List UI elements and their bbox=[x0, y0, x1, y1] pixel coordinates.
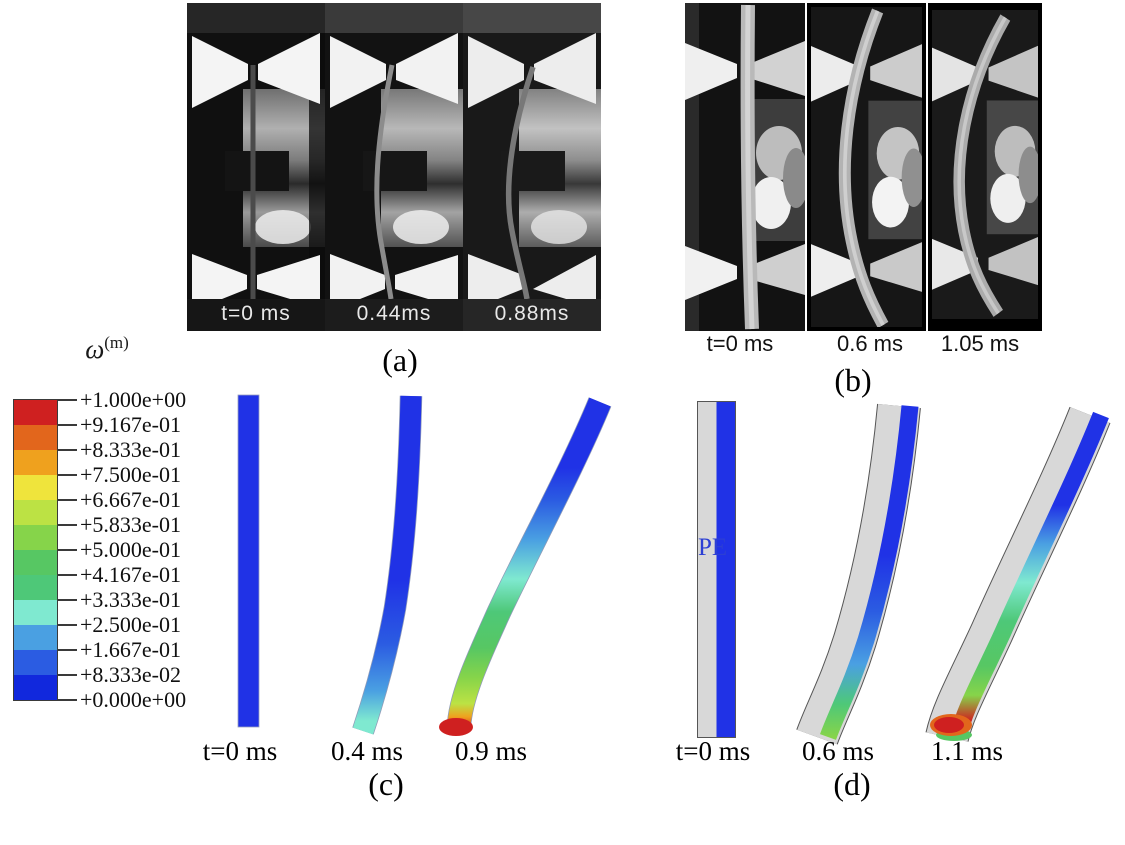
time-label: 0.9 ms bbox=[454, 736, 527, 766]
pe-material-label: PE bbox=[698, 534, 728, 561]
caption-b: (b) bbox=[834, 362, 872, 398]
legend-tick-mark bbox=[57, 574, 77, 576]
legend-tick-mark bbox=[57, 674, 77, 676]
legend-color-band bbox=[14, 475, 57, 500]
time-label: 1.05 ms bbox=[940, 331, 1020, 356]
legend-tick-mark bbox=[57, 474, 77, 476]
grip-bottom bbox=[192, 254, 247, 311]
caption-a: (a) bbox=[382, 342, 418, 378]
damage-zone bbox=[439, 718, 473, 736]
time-label: 1.1 ms bbox=[930, 736, 1003, 766]
legend-color-band bbox=[14, 550, 57, 575]
grip-top bbox=[685, 43, 737, 100]
legend-tick-mark bbox=[57, 599, 77, 601]
legend-color-band bbox=[14, 575, 57, 600]
highspeed-photo bbox=[325, 3, 463, 331]
time-label: t=0 ms bbox=[675, 736, 751, 766]
panel-a-frame-1: t=0 ms bbox=[187, 3, 325, 331]
panel-d-simulation bbox=[697, 401, 1111, 745]
highspeed-photo bbox=[811, 7, 922, 327]
highspeed-photo bbox=[463, 3, 601, 331]
damage-zone bbox=[934, 717, 964, 733]
highspeed-photo bbox=[932, 10, 1038, 319]
specimen bbox=[505, 66, 536, 300]
time-label: t=0 ms bbox=[706, 331, 774, 356]
beam-core-t0 bbox=[716, 402, 735, 737]
omega-symbol: ω bbox=[85, 334, 105, 364]
grip-bottom bbox=[468, 254, 523, 311]
beam-04ms bbox=[353, 395, 422, 735]
panel-a-frame-3: 0.88ms bbox=[463, 3, 601, 331]
panel-b-frame-3 bbox=[928, 3, 1042, 331]
coated-beam-11ms bbox=[926, 407, 1110, 743]
caption-c: (c) bbox=[368, 766, 404, 802]
legend-tick-mark bbox=[57, 699, 77, 701]
legend-color-band bbox=[14, 600, 57, 625]
legend-color-band bbox=[14, 650, 57, 675]
omega-superscript: (m) bbox=[104, 333, 129, 352]
panel-c-simulation bbox=[237, 394, 612, 736]
panel-a-frame-2: 0.44ms bbox=[325, 3, 463, 331]
legend-tick-mark bbox=[57, 624, 77, 626]
grip-top bbox=[811, 46, 860, 102]
grip-bottom bbox=[811, 244, 860, 297]
time-label: t=0 ms bbox=[221, 302, 291, 325]
beam-core-11ms bbox=[949, 411, 1109, 740]
panel-b-frame-1 bbox=[685, 3, 805, 331]
legend-color-band bbox=[14, 675, 57, 700]
beam-09ms bbox=[447, 397, 611, 728]
highspeed-photo bbox=[685, 3, 805, 331]
grip-top bbox=[468, 36, 524, 108]
specimen bbox=[374, 64, 395, 300]
time-label: t=0 ms bbox=[202, 736, 278, 766]
grip-bottom bbox=[330, 254, 385, 311]
grip-bottom bbox=[685, 246, 737, 300]
highspeed-photo bbox=[187, 3, 325, 331]
caption-d: (d) bbox=[833, 766, 871, 802]
legend-color-band bbox=[14, 500, 57, 525]
legend-title: ω(m) bbox=[52, 333, 162, 365]
legend-tick-mark bbox=[57, 399, 77, 401]
time-label: 0.44ms bbox=[356, 302, 432, 325]
beam-t0 bbox=[237, 394, 260, 728]
legend-color-band bbox=[14, 425, 57, 450]
panel-b-frame-2 bbox=[807, 3, 926, 331]
legend-tick-mark bbox=[57, 524, 77, 526]
coated-beam-06ms bbox=[797, 404, 920, 745]
legend-color-band bbox=[14, 450, 57, 475]
legend-colorbar bbox=[13, 399, 58, 701]
legend-tick-mark bbox=[57, 549, 77, 551]
legend-tick-mark bbox=[57, 649, 77, 651]
legend-color-band bbox=[14, 625, 57, 650]
time-label: 0.6 ms bbox=[836, 331, 904, 356]
legend-tick-mark bbox=[57, 499, 77, 501]
legend-color-band bbox=[14, 400, 57, 425]
grip-top bbox=[192, 36, 248, 108]
beam-core-06ms bbox=[820, 405, 919, 740]
grip-top bbox=[330, 36, 386, 108]
grip-top bbox=[932, 47, 978, 102]
legend-tick-mark bbox=[57, 449, 77, 451]
legend-color-band bbox=[14, 525, 57, 550]
grip-bottom bbox=[932, 238, 978, 290]
time-label: 0.88ms bbox=[494, 302, 570, 325]
time-label: 0.4 ms bbox=[330, 736, 403, 766]
legend-tick-mark bbox=[57, 424, 77, 426]
time-label: 0.6 ms bbox=[801, 736, 874, 766]
